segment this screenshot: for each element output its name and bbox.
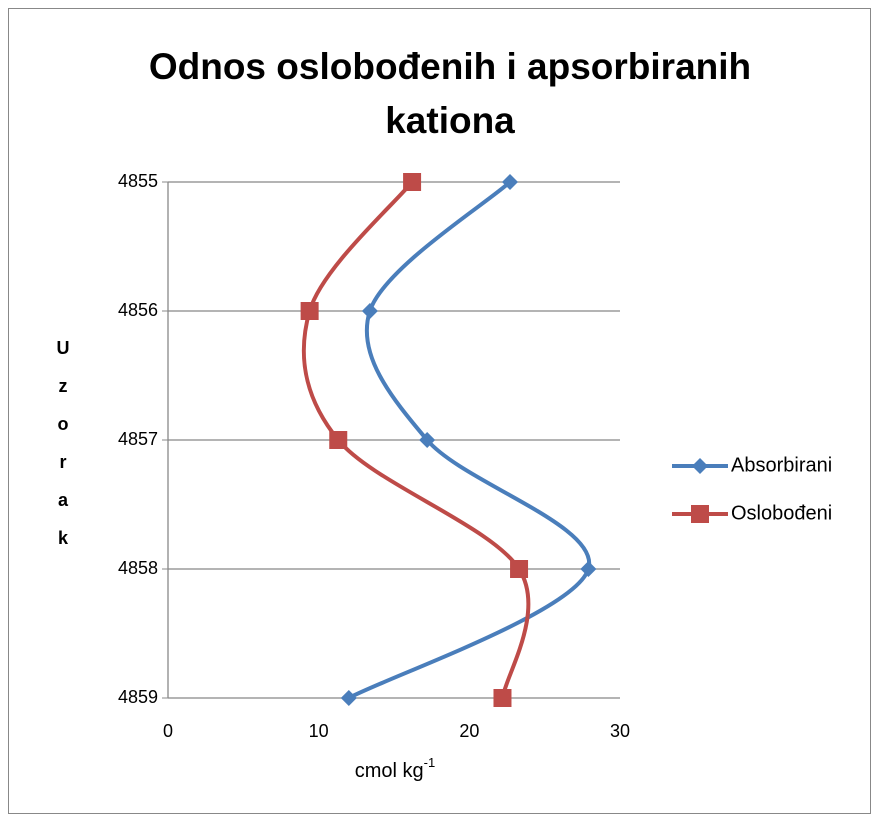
legend-label: Absorbirani	[731, 454, 832, 476]
series-line	[347, 180, 592, 700]
data-point	[502, 174, 519, 190]
legend-marker	[692, 458, 708, 474]
y-tick-label: 4858	[118, 558, 158, 578]
data-point	[580, 561, 597, 577]
y-tick-label: 4859	[118, 687, 158, 707]
chart-border	[8, 8, 871, 814]
x-axis-label: cmol kg-1	[355, 755, 435, 782]
x-tick-label: 30	[610, 721, 630, 741]
y-tick-label: 4857	[118, 429, 158, 449]
data-point	[419, 432, 436, 448]
data-point	[361, 303, 378, 319]
y-tick-label: 4856	[118, 300, 158, 320]
x-axis-label-superscript: -1	[424, 755, 436, 770]
y-axis-label: Uzorak	[53, 338, 73, 566]
x-axis-label-text: cmol kg	[355, 760, 424, 782]
data-point	[510, 560, 529, 578]
y-tick-label: 4855	[118, 171, 158, 191]
x-tick-label: 20	[459, 721, 479, 741]
data-point	[403, 173, 422, 191]
legend-label: Oslobođeni	[731, 502, 832, 524]
data-point	[340, 690, 357, 706]
legend-marker	[691, 505, 709, 523]
chart-title: Odnos oslobođenih i apsorbiranih kationa	[148, 46, 752, 141]
x-tick-label: 10	[309, 721, 329, 741]
x-tick-label: 0	[163, 721, 173, 741]
data-point	[329, 431, 348, 449]
data-point	[493, 689, 512, 707]
data-point	[300, 302, 319, 320]
